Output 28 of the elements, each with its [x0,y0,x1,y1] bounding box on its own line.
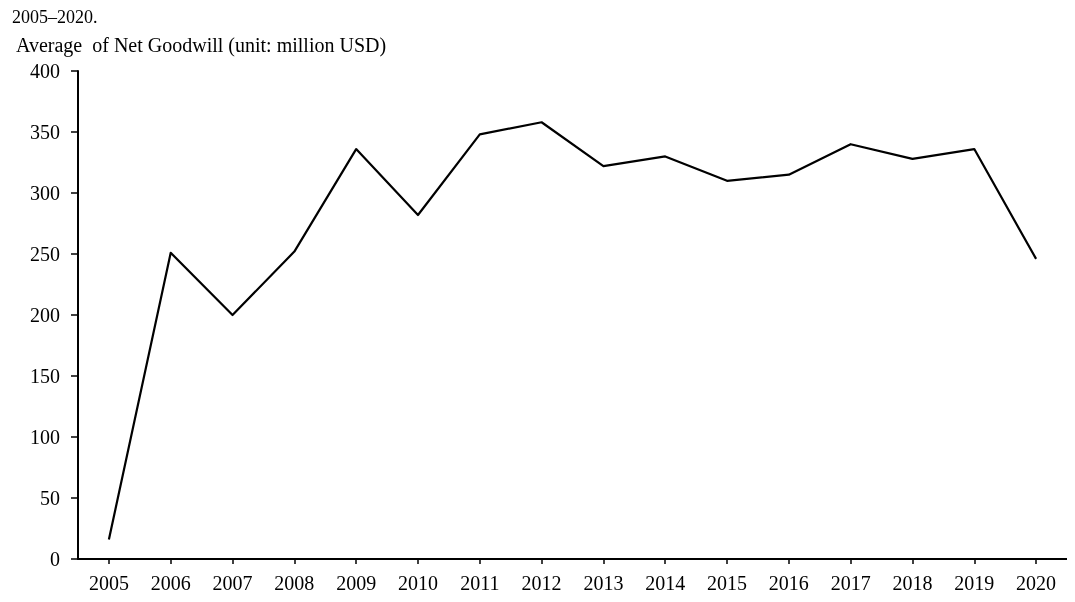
y-tick-label: 100 [30,426,60,448]
x-tick-label: 2014 [645,572,686,594]
text: 2005–2020. [12,7,98,27]
x-tick-label: 2007 [212,572,253,594]
y-tick-label: 350 [30,121,60,143]
x-tick-label: 2006 [150,572,191,594]
x-tick-label: 2019 [954,572,995,594]
y-tick-label: 50 [40,487,60,509]
x-tick-label: 2008 [274,572,315,594]
x-tick-label: 2010 [397,572,438,594]
y-tick-label: 200 [30,304,60,326]
x-tick-label: 2011 [460,572,500,594]
y-tick-label: 250 [30,243,60,265]
y-tick-label: 400 [30,60,60,82]
x-tick-label: 2012 [521,572,562,594]
x-tick-label: 2015 [707,572,748,594]
x-tick-label: 2020 [1016,572,1057,594]
y-axis-title: Average of Net Goodwill (unit: million USD) [16,34,387,57]
y-tick-label: 300 [30,182,60,204]
x-tick-label: 2009 [336,572,377,594]
x-tick-label: 2016 [768,572,809,594]
line-series [107,121,1038,541]
x-tick-label: 2013 [583,572,624,594]
y-tick-label: 0 [50,548,60,570]
x-tick-label: 2005 [88,572,129,594]
y-tick-label: 150 [30,365,60,387]
x-tick-label: 2017 [830,572,871,594]
x-tick-label: 2018 [892,572,933,594]
